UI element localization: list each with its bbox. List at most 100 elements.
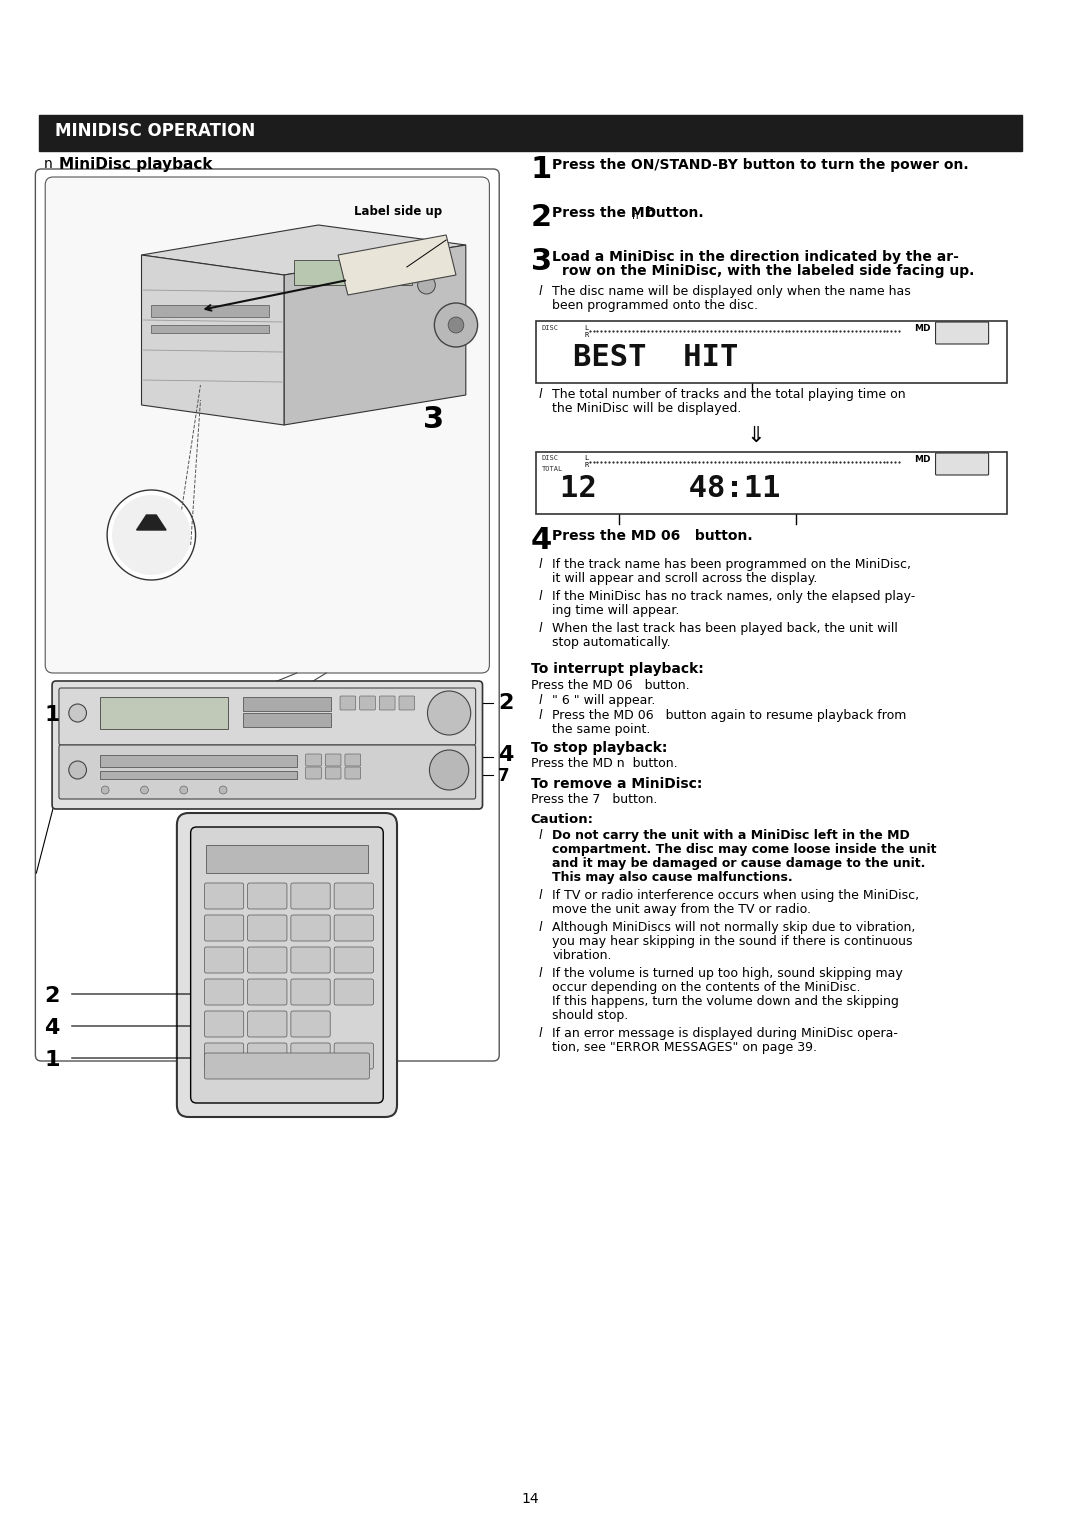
Polygon shape <box>136 515 166 531</box>
Text: 3: 3 <box>422 406 444 435</box>
Text: should stop.: should stop. <box>552 1010 629 1022</box>
Text: l: l <box>539 558 542 570</box>
Bar <box>536 451 1008 514</box>
Text: compartment. The disc may come loose inside the unit: compartment. The disc may come loose ins… <box>552 843 936 856</box>
FancyBboxPatch shape <box>935 322 988 345</box>
Text: To remove a MiniDisc:: To remove a MiniDisc: <box>530 778 702 791</box>
FancyBboxPatch shape <box>45 177 489 673</box>
FancyBboxPatch shape <box>291 1043 330 1069</box>
Polygon shape <box>284 246 465 425</box>
Text: If TV or radio interference occurs when using the MiniDisc,: If TV or radio interference occurs when … <box>552 889 919 901</box>
Circle shape <box>107 490 195 580</box>
Text: Although MiniDiscs will not normally skip due to vibration,: Although MiniDiscs will not normally ski… <box>552 921 916 933</box>
Text: 1: 1 <box>44 705 59 724</box>
FancyBboxPatch shape <box>334 1043 374 1069</box>
Bar <box>206 845 367 872</box>
Text: the MiniDisc will be displayed.: the MiniDisc will be displayed. <box>552 403 742 415</box>
FancyBboxPatch shape <box>204 1052 369 1080</box>
Text: If the track name has been programmed on the MiniDisc,: If the track name has been programmed on… <box>552 558 912 570</box>
Text: If the MiniDisc has no track names, only the elapsed play-: If the MiniDisc has no track names, only… <box>552 590 916 602</box>
Text: DISC: DISC <box>541 454 558 461</box>
Text: MD: MD <box>914 323 930 332</box>
Circle shape <box>69 761 86 779</box>
FancyBboxPatch shape <box>935 453 988 474</box>
Bar <box>100 697 228 729</box>
Bar <box>100 755 297 767</box>
Text: the same point.: the same point. <box>552 723 650 737</box>
FancyBboxPatch shape <box>204 947 244 973</box>
FancyBboxPatch shape <box>291 979 330 1005</box>
FancyBboxPatch shape <box>177 813 397 1116</box>
Text: Do not carry the unit with a MiniDisc left in the MD: Do not carry the unit with a MiniDisc le… <box>552 830 910 842</box>
Bar <box>536 320 1008 383</box>
Text: The disc name will be displayed only when the name has: The disc name will be displayed only whe… <box>552 285 912 297</box>
FancyBboxPatch shape <box>306 767 322 779</box>
Text: ing time will appear.: ing time will appear. <box>552 604 679 618</box>
Text: tion, see "ERROR MESSAGES" on page 39.: tion, see "ERROR MESSAGES" on page 39. <box>552 1042 818 1054</box>
Text: If this happens, turn the volume down and the skipping: If this happens, turn the volume down an… <box>552 994 900 1008</box>
FancyBboxPatch shape <box>291 1011 330 1037</box>
Text: 4: 4 <box>44 1019 59 1039</box>
Bar <box>294 259 411 285</box>
FancyBboxPatch shape <box>334 883 374 909</box>
Text: 12     48:11: 12 48:11 <box>561 474 781 503</box>
Text: 7: 7 <box>498 767 510 785</box>
FancyBboxPatch shape <box>291 947 330 973</box>
FancyBboxPatch shape <box>340 695 355 711</box>
Text: Load a MiniDisc in the direction indicated by the ar-: Load a MiniDisc in the direction indicat… <box>552 250 959 264</box>
FancyBboxPatch shape <box>399 695 415 711</box>
Text: Press the ON/STAND-BY button to turn the power on.: Press the ON/STAND-BY button to turn the… <box>552 159 969 172</box>
Text: R: R <box>584 462 589 468</box>
FancyBboxPatch shape <box>36 169 499 1061</box>
Text: n: n <box>44 157 53 171</box>
Circle shape <box>434 303 477 348</box>
FancyBboxPatch shape <box>379 695 395 711</box>
Polygon shape <box>141 226 465 274</box>
Text: vibration.: vibration. <box>552 949 611 962</box>
FancyBboxPatch shape <box>345 767 361 779</box>
FancyBboxPatch shape <box>247 1043 287 1069</box>
Text: MiniDisc playback: MiniDisc playback <box>59 157 213 172</box>
FancyBboxPatch shape <box>59 746 475 799</box>
Circle shape <box>418 276 435 294</box>
Text: To interrupt playback:: To interrupt playback: <box>530 662 703 676</box>
Circle shape <box>448 317 463 332</box>
FancyBboxPatch shape <box>204 1043 244 1069</box>
FancyBboxPatch shape <box>247 915 287 941</box>
Text: To stop playback:: To stop playback: <box>530 741 667 755</box>
Text: Press the MD 06   button.: Press the MD 06 button. <box>530 679 689 692</box>
Text: 4: 4 <box>530 526 552 555</box>
Text: If an error message is displayed during MiniDisc opera-: If an error message is displayed during … <box>552 1026 899 1040</box>
Text: L: L <box>584 454 589 461</box>
Circle shape <box>112 496 191 575</box>
Text: 2: 2 <box>498 692 514 714</box>
FancyBboxPatch shape <box>204 1011 244 1037</box>
Bar <box>100 772 297 779</box>
Text: 2: 2 <box>44 987 59 1007</box>
Bar <box>151 305 269 317</box>
Text: MD: MD <box>914 454 930 464</box>
Text: been programmed onto the disc.: been programmed onto the disc. <box>552 299 758 313</box>
Text: " 6 " will appear.: " 6 " will appear. <box>552 694 656 708</box>
FancyBboxPatch shape <box>204 915 244 941</box>
FancyBboxPatch shape <box>325 753 341 766</box>
Text: n: n <box>632 210 638 221</box>
FancyBboxPatch shape <box>204 979 244 1005</box>
Bar <box>243 714 332 727</box>
Circle shape <box>428 691 471 735</box>
Circle shape <box>140 785 148 795</box>
Text: 00:00: 00:00 <box>105 700 151 715</box>
Text: l: l <box>539 921 542 933</box>
FancyBboxPatch shape <box>345 753 361 766</box>
Text: button.: button. <box>640 206 703 220</box>
FancyBboxPatch shape <box>291 915 330 941</box>
Polygon shape <box>141 255 284 425</box>
FancyBboxPatch shape <box>306 753 322 766</box>
FancyBboxPatch shape <box>334 947 374 973</box>
Text: l: l <box>539 694 542 708</box>
FancyBboxPatch shape <box>291 883 330 909</box>
Text: l: l <box>539 590 542 602</box>
Text: Press the MD 06   button.: Press the MD 06 button. <box>552 529 753 543</box>
FancyBboxPatch shape <box>247 979 287 1005</box>
FancyBboxPatch shape <box>360 695 376 711</box>
